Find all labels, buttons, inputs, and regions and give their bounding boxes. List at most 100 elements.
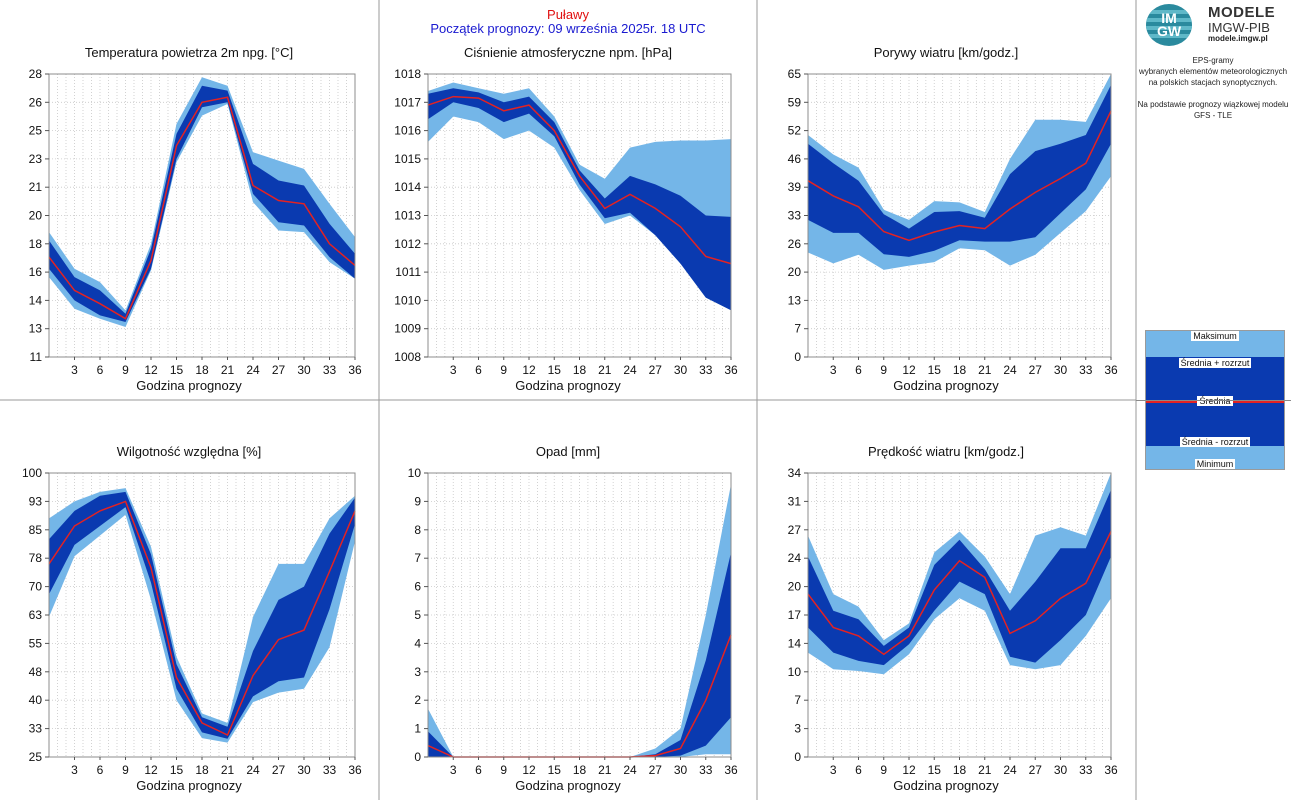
chart-title: Temperatura powietrza 2m npg. [°C]: [85, 45, 293, 60]
x-tick-label: 30: [674, 763, 688, 777]
info-line: Na podstawie prognozy wiązkowej modelu: [1137, 100, 1289, 109]
y-tick-label: 23: [29, 152, 43, 166]
y-tick-label: 1014: [394, 180, 421, 194]
y-tick-label: 31: [788, 494, 802, 508]
x-tick-label: 3: [71, 363, 78, 377]
y-tick-label: 1013: [394, 209, 421, 223]
y-tick-label: 26: [29, 95, 43, 109]
y-tick-label: 20: [29, 209, 43, 223]
x-tick-label: 18: [195, 763, 209, 777]
y-tick-label: 1011: [395, 265, 421, 279]
x-tick-label: 9: [500, 363, 507, 377]
legend-max-label: Maksimum: [1191, 331, 1239, 341]
y-tick-label: 28: [29, 67, 43, 81]
legend-reference-line: [1136, 400, 1291, 401]
x-tick-label: 33: [323, 363, 337, 377]
x-tick-label: 21: [221, 763, 235, 777]
chart-title: Opad [mm]: [536, 444, 600, 459]
y-tick-label: 0: [794, 350, 801, 364]
y-tick-label: 100: [22, 466, 42, 480]
info-line: EPS-gramy: [1192, 56, 1234, 65]
x-tick-label: 6: [855, 363, 862, 377]
y-tick-label: 59: [788, 95, 802, 109]
x-axis-label: Godzina prognozy: [893, 778, 999, 793]
x-tick-label: 6: [855, 763, 862, 777]
y-tick-label: 24: [788, 551, 802, 565]
y-tick-label: 1012: [394, 237, 421, 251]
imgw-logo-icon: IM GW: [1146, 4, 1192, 46]
y-tick-label: 7: [414, 551, 421, 565]
y-tick-label: 1018: [394, 67, 421, 81]
legend-min-label: Minimum: [1194, 459, 1236, 469]
y-tick-label: 13: [788, 293, 802, 307]
x-tick-label: 18: [573, 763, 587, 777]
x-tick-label: 36: [348, 763, 362, 777]
x-tick-label: 36: [724, 763, 738, 777]
x-tick-label: 3: [450, 363, 457, 377]
legend: Maksimum Średnia + rozrzut Średnia Średn…: [1145, 330, 1285, 470]
y-tick-label: 3: [414, 665, 421, 679]
x-tick-label: 30: [1054, 763, 1068, 777]
y-tick-label: 10: [788, 665, 802, 679]
imgw-logo[interactable]: IM GW MODELE IMGW-PIB modele.imgw.pl: [1146, 2, 1286, 48]
y-tick-label: 1015: [394, 152, 421, 166]
y-tick-label: 6: [414, 580, 421, 594]
x-axis-label: Godzina prognozy: [515, 778, 621, 793]
info-line: GFS - TLE: [1193, 111, 1233, 120]
x-tick-label: 33: [1079, 763, 1093, 777]
y-tick-label: 1010: [394, 293, 421, 307]
forecast-start: Początek prognozy: 09 września 2025r. 18…: [430, 21, 706, 36]
x-tick-label: 21: [598, 363, 612, 377]
x-tick-label: 15: [928, 363, 942, 377]
y-tick-label: 93: [29, 494, 43, 508]
x-tick-label: 3: [830, 363, 837, 377]
y-tick-label: 20: [788, 580, 802, 594]
y-tick-label: 33: [788, 209, 802, 223]
x-tick-label: 33: [323, 763, 337, 777]
y-tick-label: 21: [29, 180, 43, 194]
y-tick-label: 0: [414, 750, 421, 764]
y-tick-label: 48: [29, 665, 43, 679]
x-tick-label: 15: [548, 763, 562, 777]
y-tick-label: 13: [29, 322, 43, 336]
y-tick-label: 17: [788, 608, 802, 622]
y-tick-label: 65: [788, 67, 802, 81]
x-tick-label: 24: [623, 363, 637, 377]
x-tick-label: 33: [699, 763, 713, 777]
y-tick-label: 10: [408, 466, 422, 480]
x-tick-label: 12: [522, 363, 536, 377]
y-tick-label: 78: [29, 551, 43, 565]
x-tick-label: 24: [246, 363, 260, 377]
chart-title: Wilgotność względna [%]: [117, 444, 262, 459]
y-tick-label: 4: [414, 636, 421, 650]
x-axis-label: Godzina prognozy: [136, 778, 242, 793]
x-tick-label: 24: [1003, 763, 1017, 777]
y-tick-label: 11: [30, 350, 43, 364]
mean-line: [807, 110, 1112, 242]
y-tick-label: 34: [788, 466, 802, 480]
y-tick-label: 25: [29, 750, 43, 764]
spread-band: [49, 85, 355, 322]
x-tick-label: 27: [649, 363, 663, 377]
y-tick-label: 7: [794, 693, 801, 707]
x-tick-label: 9: [500, 763, 507, 777]
info-line: na polskich stacjach synoptycznych.: [1148, 78, 1278, 87]
logo-url[interactable]: modele.imgw.pl: [1208, 34, 1268, 43]
legend-mean-plus-label: Średnia + rozrzut: [1178, 358, 1252, 368]
x-tick-label: 27: [272, 363, 286, 377]
x-tick-label: 36: [1104, 763, 1118, 777]
x-tick-label: 33: [1079, 363, 1093, 377]
x-tick-label: 6: [475, 363, 482, 377]
y-tick-label: 25: [29, 124, 43, 138]
spread-band: [49, 491, 355, 739]
mean-line: [807, 531, 1112, 656]
legend-mean-label: Średnia: [1197, 396, 1233, 406]
y-tick-label: 3: [794, 722, 801, 736]
x-tick-label: 12: [144, 363, 158, 377]
x-tick-label: 3: [450, 763, 457, 777]
x-tick-label: 12: [144, 763, 158, 777]
y-tick-label: 1009: [394, 322, 421, 336]
y-tick-label: 33: [29, 722, 43, 736]
mean-line: [48, 500, 356, 737]
